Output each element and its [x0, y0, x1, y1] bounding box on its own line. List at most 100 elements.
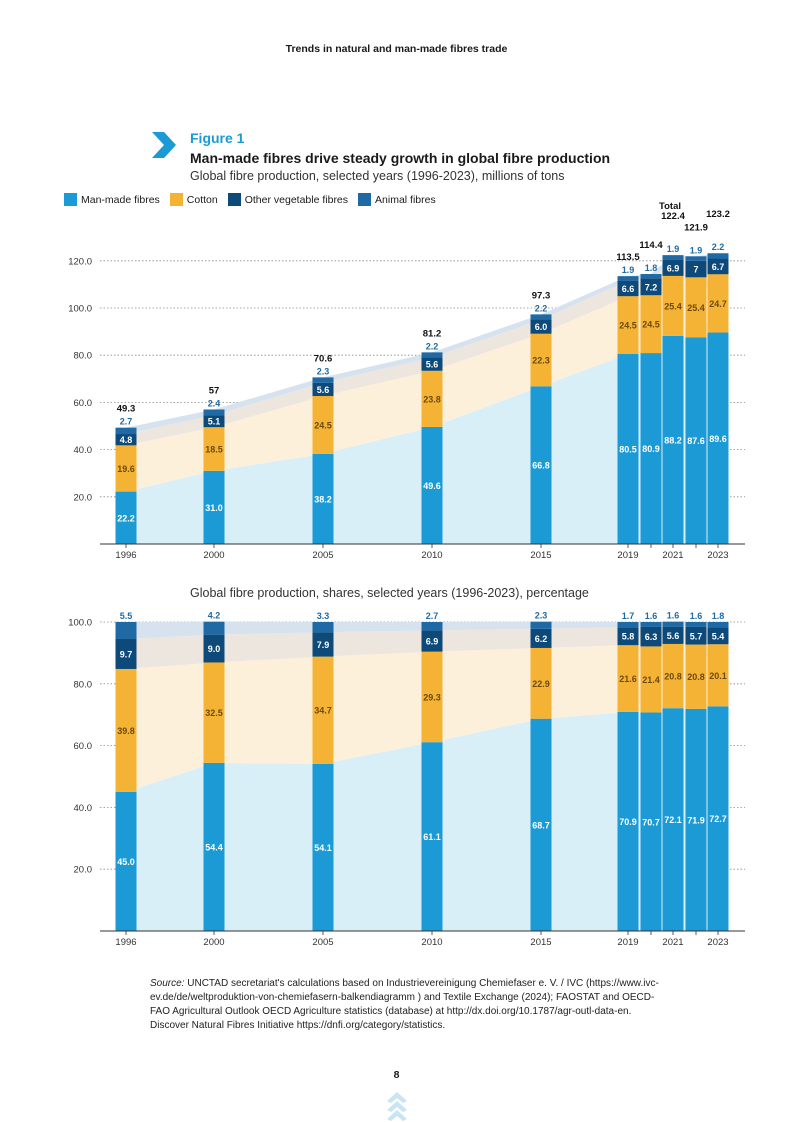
y-tick-label: 100.0	[68, 618, 92, 629]
data-label-animal: 2.3	[317, 366, 330, 376]
bar-manmade-2022	[685, 337, 707, 544]
data-label-cotton: 19.6	[117, 464, 135, 474]
data-label-cotton: 24.5	[619, 321, 637, 331]
bar-animal-2023	[707, 253, 729, 259]
data-label-other-veg: 6.6	[622, 284, 635, 294]
data-label-other-veg: 5.6	[667, 631, 680, 641]
data-label-animal: 2.2	[712, 242, 725, 252]
total-label: 49.3	[117, 404, 136, 415]
source-text: UNCTAD secretariat's calculations based …	[150, 978, 659, 1031]
bar-animal-2020	[640, 622, 662, 627]
bar-other-veg-2005	[312, 632, 334, 657]
y-tick-label: 60.0	[74, 398, 93, 409]
x-tick-label: 2019	[617, 550, 638, 561]
bar-manmade-2010	[421, 426, 443, 544]
data-label-other-veg: 6.9	[426, 637, 439, 647]
data-label-manmade: 66.8	[532, 461, 550, 471]
x-tick-label: 2021	[662, 937, 683, 948]
data-label-manmade: 88.2	[664, 435, 682, 445]
data-label-animal: 3.3	[317, 611, 330, 621]
bar-manmade-1996	[115, 791, 137, 931]
data-label-manmade: 54.1	[314, 843, 332, 853]
data-label-other-veg: 6.7	[712, 262, 725, 272]
data-label-cotton: 20.8	[687, 672, 705, 682]
data-label-animal: 1.9	[667, 244, 680, 254]
x-tick-label: 2000	[203, 550, 224, 561]
total-label: 123.2	[706, 209, 730, 220]
legend-item-animal: Animal fibres	[358, 193, 436, 206]
data-label-cotton: 18.5	[205, 445, 223, 455]
x-tick-label: 2023	[707, 550, 728, 561]
total-label: 70.6	[314, 353, 333, 364]
bar-other-veg-2022	[685, 260, 707, 278]
total-header: Total	[659, 201, 681, 212]
bar-other-veg-2015	[530, 319, 552, 334]
data-label-other-veg: 5.1	[208, 417, 221, 427]
legend-swatch-other-veg	[227, 193, 241, 206]
bar-cotton-2000	[203, 427, 225, 471]
band-animal	[126, 253, 718, 435]
data-label-manmade: 38.2	[314, 494, 332, 504]
total-label: 114.4	[639, 240, 663, 251]
bar-manmade-2019	[617, 354, 639, 544]
data-label-cotton: 24.7	[709, 299, 727, 309]
bar-cotton-2023	[707, 644, 729, 707]
bar-other-veg-2021	[662, 259, 684, 276]
bar-cotton-2021	[662, 275, 684, 336]
bar-manmade-2022	[685, 708, 707, 931]
figure-subtitle: Global fibre production, selected years …	[190, 169, 565, 183]
bar-cotton-2019	[617, 296, 639, 355]
data-label-other-veg: 7	[693, 265, 698, 275]
legend-swatch-cotton	[169, 193, 183, 206]
bar-manmade-2020	[640, 712, 662, 931]
y-tick-label: 20.0	[74, 492, 93, 503]
total-label: 121.9	[684, 222, 708, 233]
bar-manmade-2010	[421, 742, 443, 931]
x-tick-label: 1996	[115, 550, 136, 561]
y-tick-label: 100.0	[68, 304, 92, 315]
data-label-animal: 2.3	[535, 611, 548, 621]
shares-chart: 20.0 40.0 60.0 80.0 100.0 45.0 39.8 9.7 5.5 54.4 3…	[68, 611, 745, 948]
y-tick-label: 120.0	[68, 256, 92, 267]
bar-other-veg-2010	[421, 630, 443, 652]
data-label-cotton: 22.9	[532, 679, 550, 689]
data-label-manmade: 49.6	[423, 481, 441, 491]
figure-chevron-icon	[152, 132, 176, 158]
data-label-other-veg: 7.9	[317, 640, 330, 650]
bar-other-veg-2000	[203, 634, 225, 663]
legend-label-other-veg: Other vegetable fibres	[244, 193, 349, 206]
data-label-animal: 1.8	[712, 611, 725, 621]
bar-cotton-2019	[617, 645, 639, 712]
figure-label: Figure 1	[190, 130, 245, 146]
data-label-manmade: 31.0	[205, 503, 223, 513]
bar-animal-2010	[421, 352, 443, 358]
bar-animal-2005	[312, 377, 334, 383]
bar-animal-2021	[662, 255, 684, 260]
bar-manmade-2021	[662, 708, 684, 931]
data-label-animal: 1.9	[622, 265, 635, 275]
data-label-other-veg: 6.2	[535, 634, 548, 644]
data-label-animal: 2.4	[208, 398, 221, 408]
data-label-cotton: 32.5	[205, 708, 223, 718]
data-label-cotton: 24.5	[642, 320, 660, 330]
x-tick-label: 2010	[421, 937, 442, 948]
data-label-manmade: 71.9	[687, 815, 705, 825]
y-tick-label: 20.0	[74, 865, 93, 876]
data-label-cotton: 22.3	[532, 356, 550, 366]
bar-other-veg-2020	[640, 626, 662, 647]
bar-animal-1996	[115, 427, 137, 435]
x-tick-label: 2021	[662, 550, 683, 561]
data-label-other-veg: 7.2	[645, 282, 658, 292]
y-tick-label: 80.0	[74, 679, 93, 690]
data-label-cotton: 21.4	[642, 675, 660, 685]
bar-animal-2015	[530, 621, 552, 629]
data-label-cotton: 25.4	[687, 303, 705, 313]
legend-label-cotton: Cotton	[186, 193, 218, 206]
shares-chart-subtitle: Global fibre production, shares, selecte…	[190, 586, 589, 600]
bar-cotton-2023	[707, 274, 729, 333]
bar-manmade-2005	[312, 763, 334, 931]
y-tick-label: 60.0	[74, 741, 93, 752]
data-label-cotton: 24.5	[314, 420, 332, 430]
data-label-manmade: 72.1	[664, 815, 682, 825]
data-label-manmade: 45.0	[117, 857, 135, 867]
